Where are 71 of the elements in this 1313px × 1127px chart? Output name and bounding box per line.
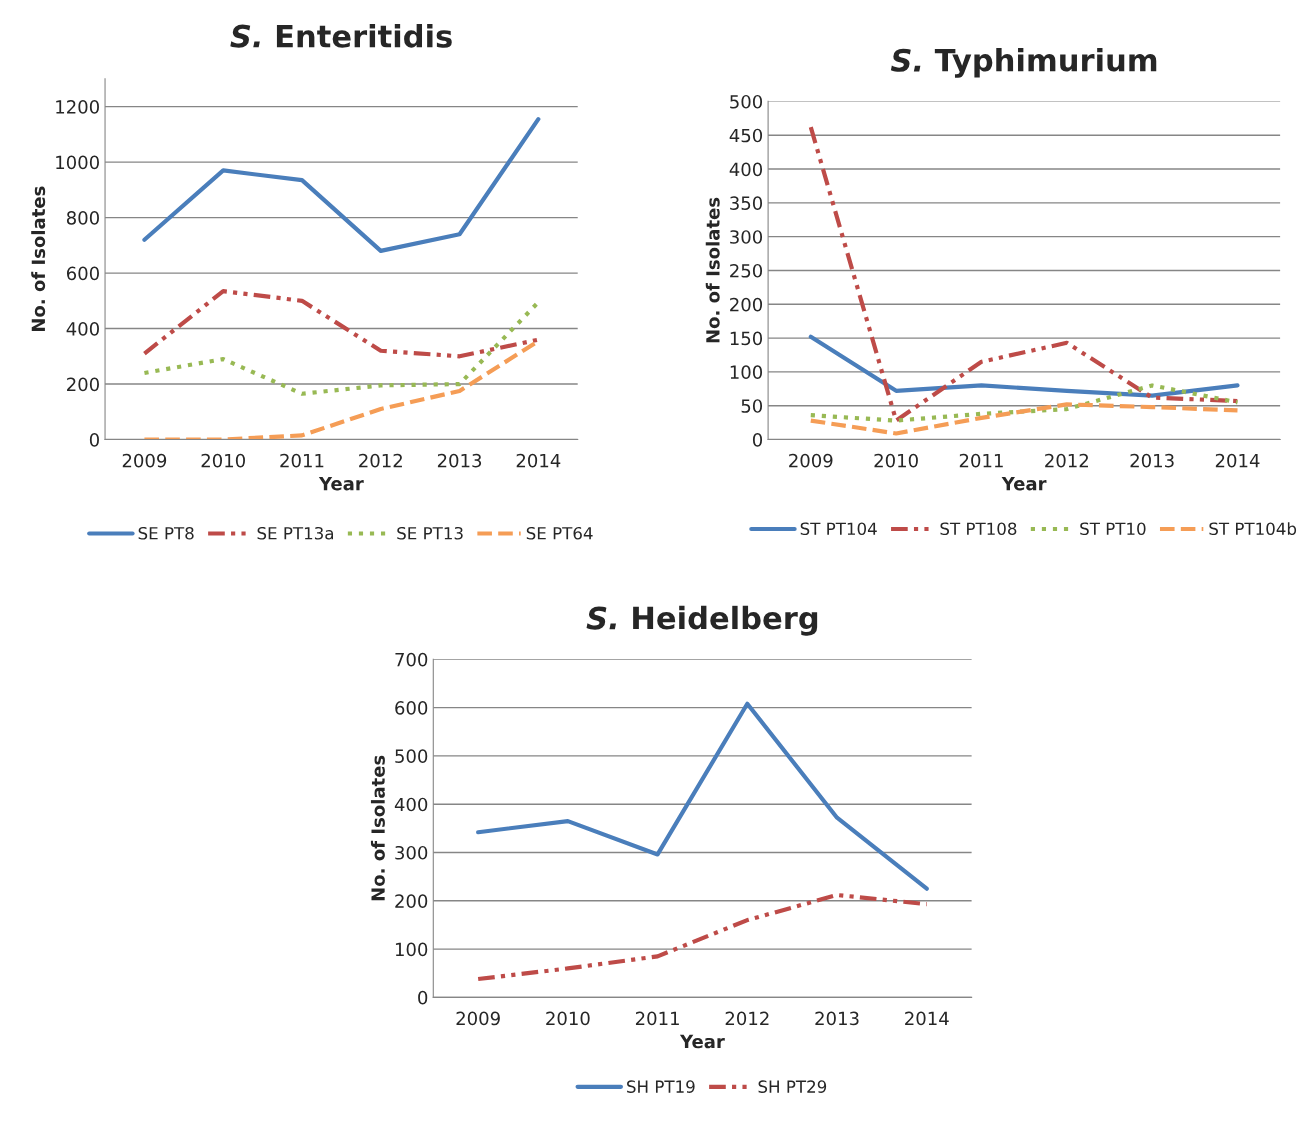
y-axis-title: No. of Isolates — [31, 186, 46, 332]
line-series — [476, 701, 929, 891]
legend-label: ST PT108 — [940, 522, 1017, 536]
x-tick-label: 2013 — [815, 1011, 859, 1026]
x-tick-label: 2013 — [437, 453, 482, 468]
line-series — [476, 892, 929, 982]
y-axis-title: No. of Isolates — [370, 755, 385, 901]
x-axis-title: Year — [318, 477, 364, 491]
y-tick-label: 200 — [730, 297, 763, 312]
x-tick-label: 2010 — [874, 453, 918, 468]
legend-label: SE PT8 — [138, 526, 194, 540]
y-tick-label: 0 — [89, 432, 99, 447]
x-tick-label: 2014 — [516, 453, 561, 468]
x-tick-label: 2009 — [122, 453, 167, 468]
x-tick-label: 2013 — [1130, 453, 1174, 468]
y-tick-label: 400 — [729, 162, 763, 177]
y-tick-label: 500 — [730, 94, 763, 109]
y-tick-label: 100 — [395, 942, 428, 957]
y-tick-label: 300 — [730, 230, 763, 244]
legend-label: SH PT19 — [627, 1080, 695, 1093]
line-series — [142, 300, 541, 396]
x-tick-label: 2010 — [201, 453, 245, 468]
x-axis-title: Year — [1001, 477, 1047, 491]
legend-label: SE PT13 — [397, 526, 463, 540]
chart-title: S. Heidelberg — [586, 605, 818, 636]
y-tick-label: 450 — [729, 128, 763, 143]
x-tick-label: 2014 — [905, 1011, 949, 1026]
line-series — [808, 383, 1240, 423]
y-tick-label: 600 — [66, 266, 99, 281]
y-tick-label: 100 — [730, 365, 763, 380]
y-tick-label: 400 — [394, 797, 428, 812]
y-tick-label: 200 — [67, 377, 99, 392]
legend-label: ST PT104b — [1209, 522, 1297, 536]
y-tick-label: 500 — [395, 749, 428, 764]
y-tick-label: 150 — [730, 331, 763, 346]
y-tick-label: 250 — [730, 263, 763, 278]
legend-label: SE PT13a — [257, 526, 334, 540]
y-tick-label: 700 — [395, 652, 428, 667]
x-tick-label: 2010 — [546, 1011, 590, 1026]
y-tick-label: 1000 — [56, 155, 99, 170]
legend-label: SH PT29 — [758, 1080, 827, 1093]
x-tick-label: 2009 — [456, 1011, 500, 1026]
x-tick-label: 2009 — [789, 453, 833, 468]
x-axis-title: Year — [679, 1034, 725, 1049]
x-tick-label: 2011 — [635, 1011, 679, 1026]
y-tick-label: 200 — [395, 894, 428, 908]
y-tick-label: 0 — [418, 990, 428, 1005]
y-tick-label: 400 — [66, 322, 99, 336]
x-tick-label: 2012 — [1045, 453, 1088, 468]
line-series — [808, 334, 1240, 398]
legend-label: ST PT10 — [1080, 522, 1146, 536]
x-tick-label: 2011 — [959, 453, 1003, 468]
legend-label: ST PT104 — [800, 522, 877, 536]
y-tick-label: 800 — [66, 211, 99, 225]
line-series — [142, 117, 541, 253]
y-tick-label: 0 — [752, 432, 763, 447]
y-tick-label: 1200 — [56, 100, 99, 114]
legend-label: SE PT64 — [526, 526, 593, 540]
x-tick-label: 2011 — [280, 453, 324, 468]
y-tick-label: 600 — [395, 701, 428, 715]
x-tick-label: 2012 — [359, 453, 402, 468]
x-tick-label: 2012 — [725, 1011, 769, 1026]
y-tick-label: 50 — [741, 399, 763, 413]
line-series — [808, 402, 1240, 436]
y-tick-label: 350 — [730, 196, 763, 210]
line-series — [808, 125, 1240, 423]
x-tick-label: 2014 — [1215, 453, 1260, 468]
y-tick-label: 300 — [395, 845, 428, 860]
chart-title: S. Typhimurium — [890, 47, 1157, 78]
chart-title: S. Enteritidis — [230, 24, 452, 48]
y-axis-title: No. of Isolates — [705, 197, 720, 343]
